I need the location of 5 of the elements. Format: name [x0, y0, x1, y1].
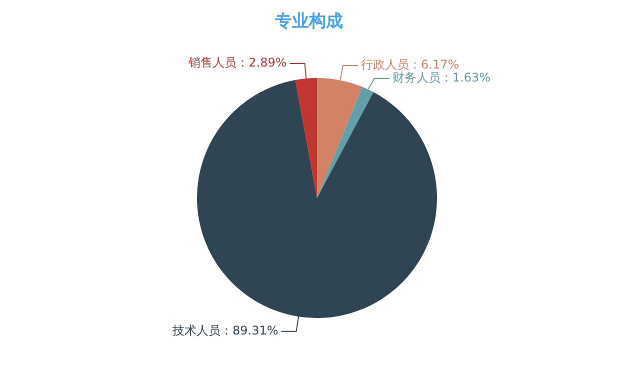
slice-label: 财务人员：1.63% — [392, 70, 490, 85]
slice-label: 行政人员：6.17% — [361, 58, 460, 72]
slice-label: 技术人员：89.31% — [171, 324, 278, 338]
slice-label: 销售人员：2.89% — [188, 56, 287, 70]
chart-title: 专业构成 — [274, 11, 343, 32]
